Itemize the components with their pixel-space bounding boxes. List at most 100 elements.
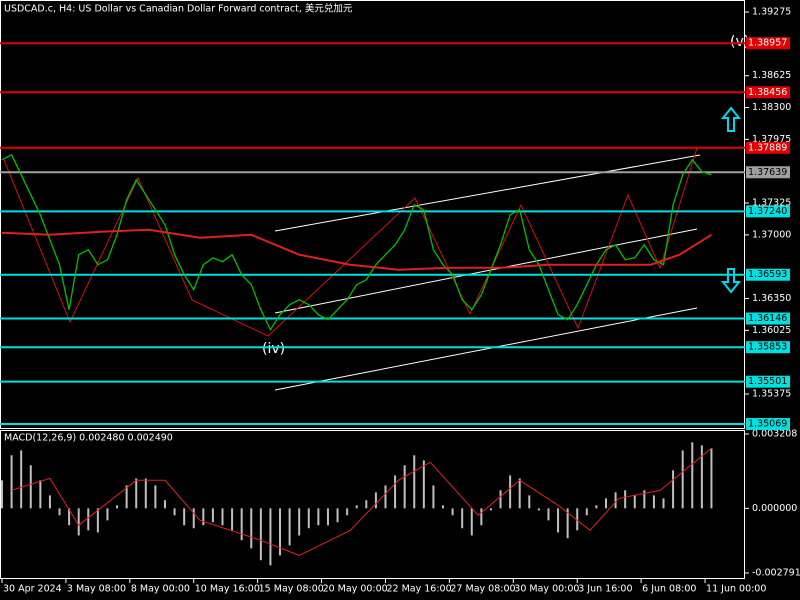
x-tick-label: 3 May 08:00 <box>67 584 126 595</box>
price-level-box <box>746 86 790 99</box>
series-line <box>1 153 712 332</box>
macd-bar <box>202 508 205 526</box>
arrow-up <box>720 106 742 132</box>
x-tick-label: 8 May 00:00 <box>131 584 190 595</box>
macd-bar <box>154 485 157 509</box>
price-level-label: 1.38957 <box>748 38 787 49</box>
macd-bar <box>710 448 713 509</box>
x-tick-label: 27 May 08:00 <box>450 584 515 595</box>
macd-bar <box>240 508 243 541</box>
macd-bar <box>662 498 665 509</box>
x-tick-label: 11 Jun 00:00 <box>706 584 766 595</box>
macd-bar <box>20 450 23 509</box>
y-tick-label: 1.37975 <box>752 134 791 145</box>
macd-bar <box>211 508 214 523</box>
y-tick-label: 0.000000 <box>752 503 797 514</box>
macd-bar <box>394 475 397 509</box>
channel-line <box>274 154 701 232</box>
zigzag <box>3 147 698 337</box>
macd-bar <box>489 508 492 511</box>
price-level-box <box>746 312 790 325</box>
macd-bar <box>298 508 301 536</box>
y-tick-label: 1.39275 <box>752 7 791 18</box>
macd-bar <box>39 480 42 509</box>
macd-bar <box>624 490 627 509</box>
x-tick-label: 30 Apr 2024 <box>3 584 62 595</box>
price-level-box <box>746 341 790 354</box>
macd-bar <box>58 508 61 516</box>
macd-bar <box>432 485 435 509</box>
series-line <box>1 228 712 271</box>
macd-bar <box>250 508 253 549</box>
y-tick-label: 1.35375 <box>752 389 791 400</box>
price-level-box <box>746 375 790 388</box>
macd-bar <box>192 508 195 529</box>
y-tick-label: 1.37000 <box>752 229 791 240</box>
macd-bar <box>585 508 588 516</box>
macd-bar <box>643 490 646 509</box>
channel-line <box>274 307 698 391</box>
macd-bar <box>470 508 473 536</box>
macd-bar <box>125 485 128 509</box>
y-tick-label: 0.003208 <box>752 429 797 440</box>
macd-bar <box>499 490 502 509</box>
macd-bar <box>384 485 387 509</box>
y-tick-label: 1.37325 <box>752 198 791 209</box>
price-level-box <box>746 37 790 50</box>
price-level-label: 1.36146 <box>748 313 787 324</box>
y-tick-label: 1.36025 <box>752 325 791 336</box>
macd-bar <box>336 508 339 523</box>
macd-bar <box>700 445 703 509</box>
macd-bar <box>288 508 291 546</box>
macd-bar <box>259 508 262 561</box>
macd-bar <box>681 450 684 509</box>
macd-bar <box>422 460 425 509</box>
macd-bar <box>480 508 483 526</box>
price-level-box <box>746 417 790 430</box>
macd-bar <box>106 508 109 521</box>
macd-title: MACD(12,26,9) 0.002480 0.002490 <box>4 433 173 444</box>
channel-line <box>274 228 698 314</box>
macd-bar <box>221 508 224 526</box>
x-tick-label: 6 Jun 08:00 <box>642 584 696 595</box>
macd-bar <box>672 470 675 509</box>
price-level-label: 1.37639 <box>748 167 787 178</box>
x-tick-label: 30 May 00:00 <box>514 584 579 595</box>
macd-bar <box>355 505 358 509</box>
arrow-down <box>720 268 742 294</box>
macd-bar <box>116 505 119 509</box>
x-tick-label: 3 Jun 16:00 <box>578 584 632 595</box>
x-tick-label: 20 May 00:00 <box>323 584 388 595</box>
macd-bar <box>691 442 694 509</box>
macd-bar <box>442 505 445 509</box>
price-level-label: 1.37240 <box>748 206 787 217</box>
macd-bar <box>269 508 272 566</box>
macd-bar <box>173 508 176 516</box>
macd-bar <box>518 478 521 509</box>
macd-bar <box>77 508 80 536</box>
macd-bar <box>10 455 13 509</box>
macd-bar <box>461 508 464 529</box>
macd-bar <box>365 500 368 509</box>
price-level-box <box>746 205 790 218</box>
annotation: (iv) <box>262 341 285 357</box>
macd-bar <box>557 508 560 533</box>
macd-bar <box>346 508 349 516</box>
macd-bar <box>326 508 329 526</box>
macd-bar <box>231 508 234 531</box>
price-level-label: 1.37889 <box>748 142 787 153</box>
macd-bar <box>403 465 406 509</box>
macd-bar <box>183 508 186 526</box>
macd-bar <box>279 508 282 556</box>
macd-bar <box>135 478 138 509</box>
macd-bar <box>451 508 454 516</box>
price-level-box <box>746 141 790 154</box>
macd-bar <box>509 475 512 509</box>
price-level-label: 1.35853 <box>748 342 787 353</box>
price-level-box <box>746 268 790 281</box>
macd-bar <box>96 508 99 533</box>
macd-bar <box>537 508 540 511</box>
macd-bar <box>633 495 636 509</box>
